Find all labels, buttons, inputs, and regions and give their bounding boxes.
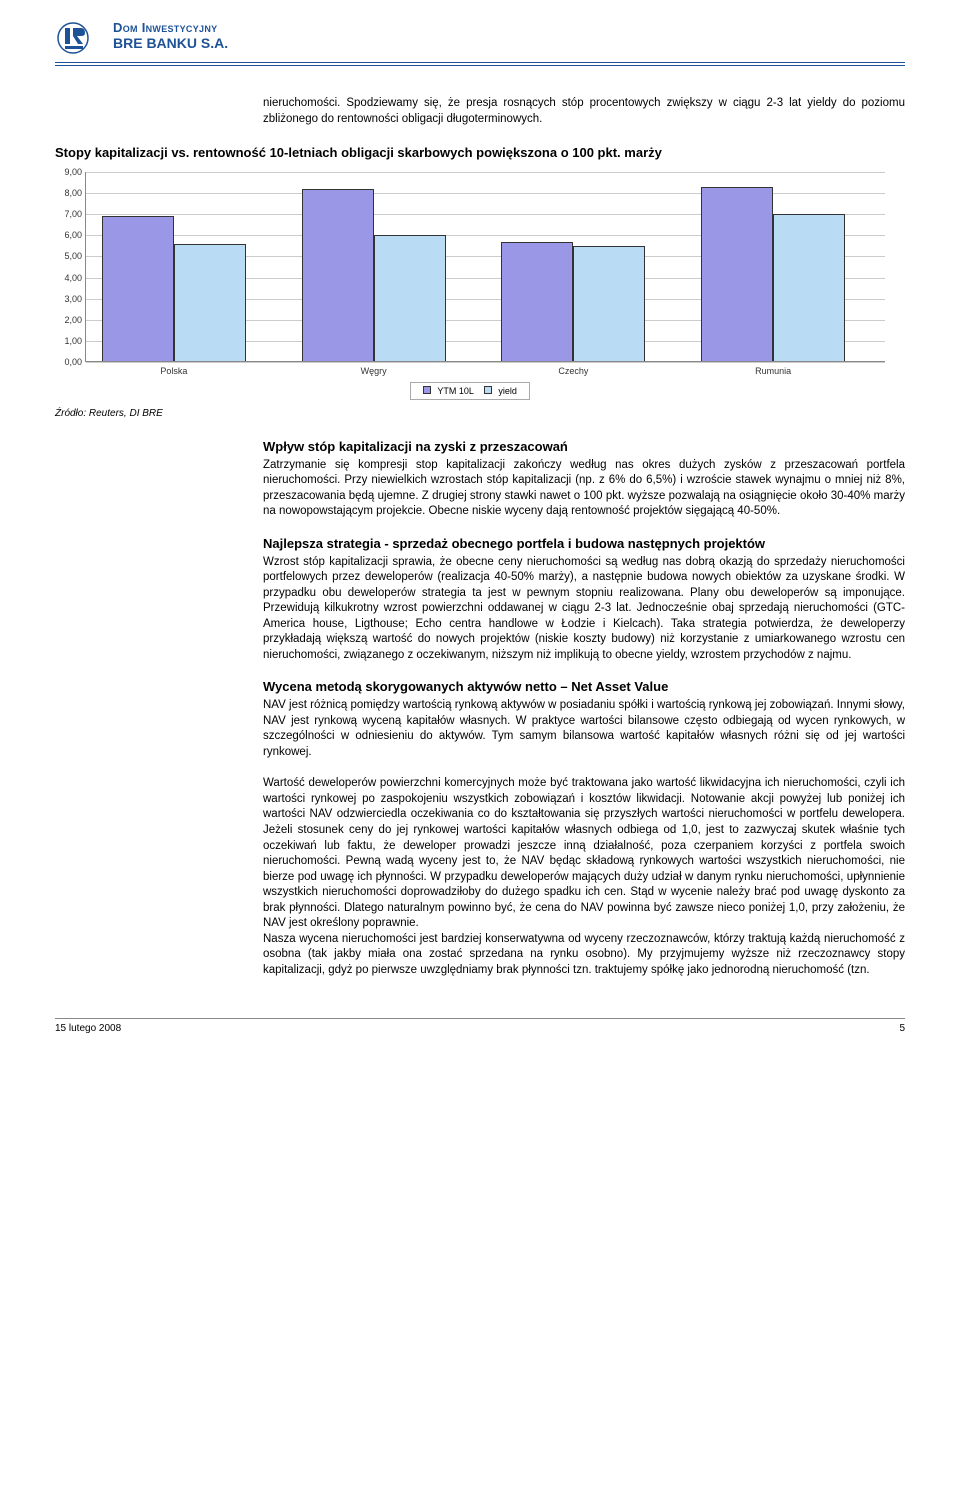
chart-x-label: Polska <box>160 362 187 376</box>
chart-x-label: Rumunia <box>755 362 791 376</box>
section-paragraph: Wartość deweloperów powierzchni komercyj… <box>263 776 905 978</box>
chart-bar <box>573 246 645 362</box>
chart-plot-area: 0,001,002,003,004,005,006,007,008,009,00… <box>85 172 885 362</box>
page: Dom Inwestycyjny BRE BANKU S.A. nierucho… <box>0 0 960 1064</box>
section-paragraph: Zatrzymanie się kompresji stop kapitaliz… <box>263 458 905 520</box>
page-footer: 15 lutego 2008 5 <box>55 1018 905 1034</box>
brand-line1: Dom Inwestycyjny <box>113 20 228 35</box>
chart-y-label: 1,00 <box>64 336 86 346</box>
chart-bar <box>701 187 773 362</box>
chart-y-label: 2,00 <box>64 315 86 325</box>
chart-bar-group <box>102 216 246 362</box>
chart-legend: YTM 10L yield <box>410 382 530 400</box>
chart-y-label: 6,00 <box>64 230 86 240</box>
chart-bar <box>374 235 446 362</box>
section-paragraph: Wzrost stóp kapitalizacji sprawia, że ob… <box>263 555 905 664</box>
section-title: Wycena metodą skorygowanych aktywów nett… <box>263 679 905 696</box>
chart-bar <box>773 214 845 362</box>
bre-logo-icon <box>55 20 103 56</box>
chart-y-label: 8,00 <box>64 188 86 198</box>
intro-paragraph: nieruchomości. Spodziewamy się, że presj… <box>263 96 905 127</box>
content: nieruchomości. Spodziewamy się, że presj… <box>55 96 905 1034</box>
chart-bar <box>102 216 174 362</box>
chart-y-label: 4,00 <box>64 273 86 283</box>
footer-page: 5 <box>899 1023 905 1034</box>
section-title: Wpływ stóp kapitalizacji na zyski z prze… <box>263 439 905 456</box>
legend-label-2: yield <box>498 386 517 396</box>
chart-x-label: Czechy <box>558 362 588 376</box>
footer-date: 15 lutego 2008 <box>55 1023 121 1034</box>
brand-text-block: Dom Inwestycyjny BRE BANKU S.A. <box>113 20 228 51</box>
chart-title: Stopy kapitalizacji vs. rentowność 10-le… <box>55 145 905 160</box>
legend-swatch-2 <box>484 386 492 394</box>
brand-line2: BRE BANKU S.A. <box>113 35 228 51</box>
chart-x-axis <box>86 361 885 362</box>
chart-y-label: 0,00 <box>64 357 86 367</box>
legend-label-1: YTM 10L <box>437 386 474 396</box>
section-title: Najlepsza strategia - sprzedaż obecnego … <box>263 536 905 553</box>
chart-y-label: 3,00 <box>64 294 86 304</box>
legend-item-1: YTM 10L <box>423 386 474 396</box>
body-column: Wpływ stóp kapitalizacji na zyski z prze… <box>263 439 905 978</box>
chart-bar-group <box>302 189 446 362</box>
chart-source: Źródło: Reuters, DI BRE <box>55 408 905 419</box>
legend-swatch-1 <box>423 386 431 394</box>
header-rule-1 <box>55 62 905 63</box>
chart-bar <box>302 189 374 362</box>
chart-gridline <box>86 172 885 173</box>
document-header: Dom Inwestycyjny BRE BANKU S.A. <box>55 20 905 56</box>
chart-y-label: 7,00 <box>64 209 86 219</box>
chart-container: 0,001,002,003,004,005,006,007,008,009,00… <box>55 172 885 400</box>
chart-bar <box>174 244 246 362</box>
chart-y-label: 5,00 <box>64 251 86 261</box>
chart-x-label: Węgry <box>361 362 387 376</box>
chart-bar <box>501 242 573 362</box>
legend-item-2: yield <box>484 386 517 396</box>
section-paragraph: NAV jest różnicą pomiędzy wartością rynk… <box>263 698 905 760</box>
chart-bar-group <box>501 242 645 362</box>
chart-bar-group <box>701 187 845 362</box>
header-rule-2 <box>55 65 905 66</box>
chart-y-label: 9,00 <box>64 167 86 177</box>
